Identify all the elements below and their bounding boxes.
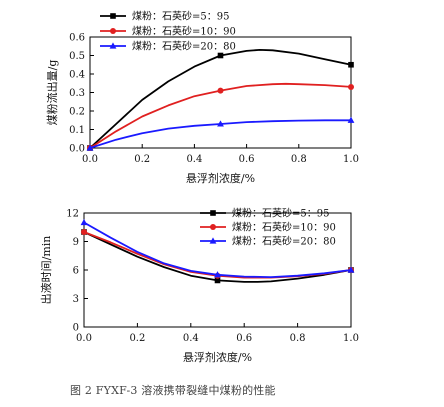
x-tick-label: 0.4 [186, 154, 202, 165]
legend-label: 煤粉：石英砂=10：90 [232, 221, 336, 234]
legend-swatch-marker [110, 28, 116, 34]
legend-swatch-marker [210, 210, 216, 216]
y-tick-label: 0.2 [69, 107, 85, 118]
series-3-point [80, 218, 88, 226]
legend-label: 煤粉：石英砂=20：80 [132, 40, 236, 53]
series-2-line [89, 82, 352, 149]
series-3-point [214, 271, 221, 278]
legend-swatch-marker [210, 224, 216, 230]
y-tick-label: 0.6 [69, 33, 85, 44]
series-2-point [348, 83, 354, 90]
series-2-point [217, 87, 224, 94]
y-axis-label: 煤粉流出量/g [45, 60, 59, 126]
y-axis-label: 出液时间/min [39, 236, 53, 305]
series-2-point [81, 229, 87, 235]
x-tick-label: 0.6 [239, 154, 255, 165]
x-axis-label: 悬浮剂浓度/% [183, 350, 252, 364]
discharge-time-chart: 0.0 0.2 0.4 0.6 0.8 1.0 0 3 6 9 12 悬浮剂浓度/% 出液时间/min 煤… [39, 207, 359, 365]
y-tick-label: 0.5 [69, 51, 85, 62]
legend-swatch-marker [109, 42, 117, 49]
y-tick-label: 0 [73, 323, 79, 334]
x-tick-label: 0.8 [291, 154, 307, 165]
legend-label: 煤粉：石英砂=5：95 [132, 10, 229, 23]
y-tick-label: 12 [66, 209, 79, 220]
series-3-point [217, 120, 224, 127]
legend-label: 煤粉：石英砂=20：80 [232, 235, 336, 248]
x-tick-label: 0.0 [76, 333, 92, 344]
y-tick-label: 3 [73, 294, 79, 305]
series-1-line [83, 231, 352, 283]
y-tick-label: 0.3 [69, 88, 85, 99]
x-tick-label: 0.6 [236, 333, 252, 344]
series-3-point [86, 144, 94, 151]
x-tick-label: 1.0 [343, 333, 359, 344]
legend-label: 煤粉：石英砂=10：90 [132, 25, 236, 38]
series-1-line [89, 49, 352, 149]
y-tick-label: 0.1 [69, 125, 85, 136]
series-1-point [214, 277, 221, 284]
legend-swatch-marker [110, 13, 116, 19]
x-tick-label: 0.2 [129, 333, 145, 344]
y-tick-label: 0.0 [69, 144, 85, 155]
x-tick-label: 0.8 [290, 333, 306, 344]
series-3-point [347, 116, 355, 123]
series-3-point [347, 266, 355, 273]
x-tick-label: 1.0 [343, 154, 359, 165]
legend-label: 煤粉：石英砂=5：95 [232, 207, 329, 220]
series-1-point [348, 61, 354, 68]
x-axis-label: 悬浮剂浓度/% [186, 171, 255, 185]
y-tick-label: 9 [73, 237, 79, 248]
x-tick-label: 0.2 [134, 154, 150, 165]
series-1-point [217, 52, 224, 59]
coal-outflow-chart: 0.0 0.2 0.4 0.6 0.8 1.0 0.0 0.1 0.2 0.3 0.4 0.5 0.6 悬… [45, 10, 359, 186]
x-tick-label: 0.4 [183, 333, 199, 344]
y-tick-label: 6 [73, 266, 79, 277]
figure-caption: 图 2 FYXF-3 溶液携带裂缝中煤粉的性能 [70, 383, 276, 397]
x-tick-label: 0.0 [82, 154, 98, 165]
y-tick-label: 0.4 [69, 70, 85, 81]
legend-swatch-marker [209, 237, 217, 244]
